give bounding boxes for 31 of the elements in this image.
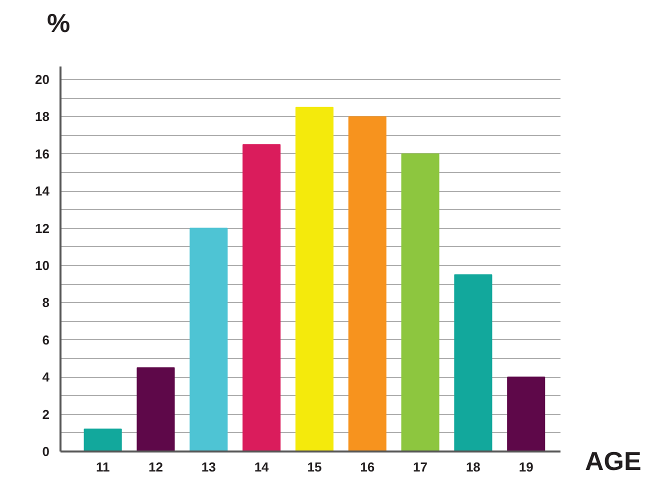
- x-tick-label: 15: [307, 460, 322, 474]
- x-tick-label: 14: [254, 460, 270, 474]
- x-tick-label: 16: [360, 460, 375, 474]
- bar: [190, 228, 228, 452]
- y-axis-title: %: [47, 7, 70, 40]
- y-tick-label: 12: [35, 220, 50, 236]
- x-tick-label: 18: [466, 460, 480, 474]
- bar: [348, 116, 386, 452]
- y-tick-label: 6: [42, 332, 50, 348]
- bar: [401, 153, 440, 452]
- y-tick-label: 8: [42, 295, 50, 310]
- x-tick-label: 12: [148, 460, 163, 474]
- bar: [136, 367, 175, 452]
- y-tick-label: 2: [42, 406, 50, 422]
- y-tick-label: 16: [35, 146, 50, 162]
- y-tick-label: 14: [35, 184, 50, 199]
- y-tick-label: 4: [42, 370, 50, 385]
- bar: [84, 428, 122, 452]
- x-tick-label: 19: [518, 460, 534, 474]
- x-tick-label: 13: [201, 460, 216, 474]
- y-tick-label: 18: [35, 109, 50, 124]
- y-tick-label: 0: [42, 444, 50, 459]
- y-tick-label: 10: [35, 258, 50, 274]
- x-tick-label: 17: [413, 460, 428, 474]
- bar: [242, 144, 281, 452]
- x-tick-label: 11: [96, 460, 110, 474]
- bar: [454, 274, 492, 452]
- bar: [507, 376, 546, 452]
- x-axis-title: AGE: [585, 445, 642, 478]
- y-tick-label: 20: [35, 72, 50, 88]
- bar: [295, 106, 334, 452]
